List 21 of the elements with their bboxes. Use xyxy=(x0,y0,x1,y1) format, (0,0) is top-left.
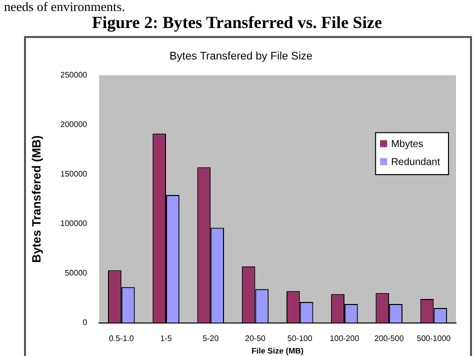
y-tick-label: 100000 xyxy=(60,218,88,228)
chart-title: Figure 2: Bytes Transferred vs. File Size xyxy=(90,13,384,33)
x-tick-label: 200-500 xyxy=(374,334,404,343)
x-tick-label: 50-100 xyxy=(287,334,313,343)
y-axis-title: Bytes Transfered (MB) xyxy=(30,135,44,263)
x-tick-label: 5-20 xyxy=(202,334,220,343)
text: needs of environments. xyxy=(4,0,125,14)
y-tick-label: 200000 xyxy=(60,120,88,129)
x-axis-title: File Size (MB) xyxy=(252,346,304,356)
y-tick-label: 50000 xyxy=(64,268,88,278)
y-tick-label: 150000 xyxy=(60,169,88,178)
legend-label: Mbytes xyxy=(391,138,424,150)
x-tick-label: 100-200 xyxy=(330,334,360,343)
x-tick-label: 20-50 xyxy=(245,334,266,343)
y-tick-label: 0 xyxy=(82,318,88,328)
y-tick-label: 250000 xyxy=(60,70,88,80)
x-tick-label: 1-5 xyxy=(160,334,172,343)
x-tick-label: 0.5-1.0 xyxy=(108,334,134,343)
legend-label: Redundant xyxy=(391,156,440,168)
chart-subtitle: Bytes Transfered by File Size xyxy=(169,50,313,63)
x-tick-label: 500-1000 xyxy=(416,334,452,343)
